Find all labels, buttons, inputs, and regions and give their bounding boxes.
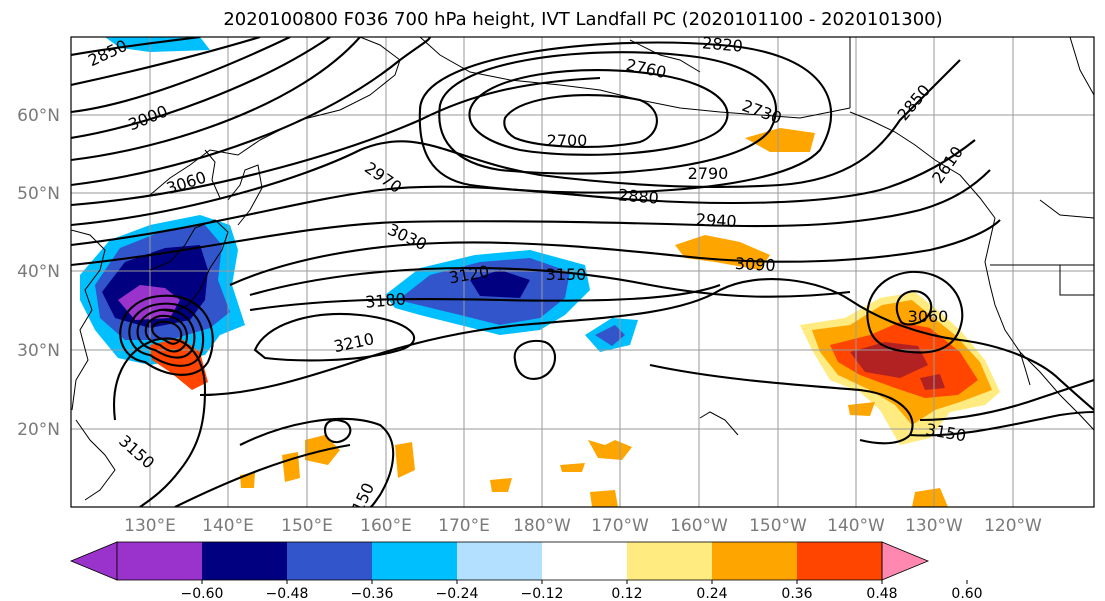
colorbar-tick-label: −0.36 [351,586,394,601]
latitude-labels: 60°N 50°N 40°N 30°N 20°N [17,106,60,440]
contour-label: 3180 [364,289,406,311]
colorbar-segment [712,542,797,580]
contour-label: 3150 [546,265,587,284]
lat-label: 30°N [17,341,60,361]
longitude-labels: 130°E 140°E 150°E 160°E 170°E 180°W 170°… [124,516,1042,536]
colorbar-segment [117,542,202,580]
lon-label: 150°E [281,516,333,536]
contour-label: 2940 [695,210,737,231]
colorbar-segment [627,542,712,580]
lat-label: 50°N [17,184,60,204]
lon-label: 150°W [749,516,807,536]
colorbar-extend-min [69,541,118,581]
map-area: 2850 2820 2760 2700 2730 2790 2850 2880 … [71,33,1094,507]
colorbar-segment [202,542,287,580]
lat-label: 20°N [17,420,60,440]
colorbar-segment [797,542,882,580]
lon-label: 130°W [905,516,963,536]
contour-label: 3060 [908,307,949,326]
ivt-positive-shading [150,128,1000,507]
height-contours [71,37,1094,507]
contour-label: 2790 [688,164,729,183]
colorbar-tick-label: −0.12 [521,586,564,601]
map-title: 2020100800 F036 700 hPa height, IVT Land… [223,9,942,30]
contour-label: 2700 [547,131,588,150]
contour-label: 3090 [734,254,776,275]
colorbar-segment [372,542,457,580]
colorbar-tick-label: 0.60 [951,586,982,601]
colorbar-tick-label: 0.48 [866,586,897,601]
colorbar-segment [542,542,627,580]
lon-label: 130°E [124,516,176,536]
lon-label: 120°W [984,516,1042,536]
colorbar-segment [287,542,372,580]
colorbar: −0.60 −0.48 −0.36 −0.24 −0.12 0.12 0.24 0.36 0.4… [69,541,983,601]
lat-label: 60°N [17,106,60,126]
colorbar-outline [116,541,883,581]
lon-label: 140°W [827,516,885,536]
ivt-negative-shading [80,37,638,365]
colorbar-tick-label: 0.12 [611,586,642,601]
map-frame [70,36,1095,508]
colorbar-tick-label: −0.24 [436,586,479,601]
colorbar-tick-label: 0.24 [696,586,727,601]
lon-label: 170°E [438,516,490,536]
colorbar-tick-label: 0.36 [781,586,812,601]
lat-label: 40°N [17,262,60,282]
colorbar-extend-max [881,541,930,581]
contour-label: 2820 [701,33,743,55]
contour-label: 2880 [617,185,659,207]
colorbar-tick-label: −0.48 [266,586,309,601]
colorbar-segment [457,542,542,580]
lon-label: 160°E [360,516,412,536]
lon-label: 160°W [670,516,728,536]
lon-label: 170°W [591,516,649,536]
lon-label: 180°W [513,516,571,536]
lon-label: 140°E [202,516,254,536]
colorbar-tick-label: −0.60 [181,586,224,601]
